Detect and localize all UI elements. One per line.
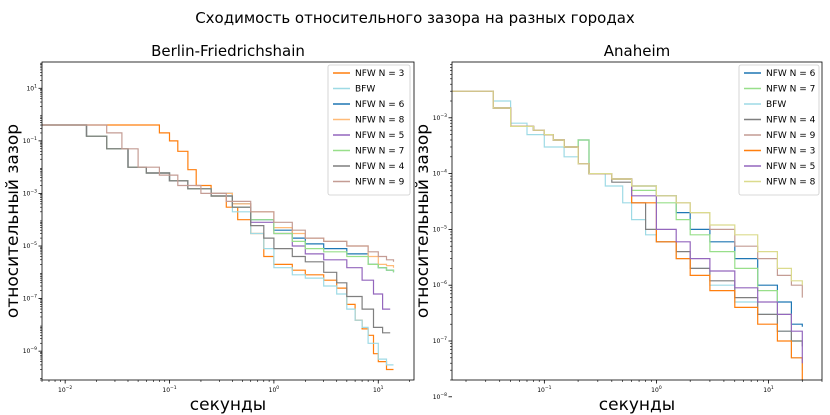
y-tick-label: 10−7 bbox=[433, 336, 447, 345]
series-group bbox=[42, 124, 395, 371]
legend-label: NFW N = 9 bbox=[766, 131, 816, 141]
legend-label: NFW N = 5 bbox=[355, 131, 404, 141]
x-tick-label: 100 bbox=[269, 385, 280, 394]
legend-box bbox=[738, 64, 820, 196]
legend-label: NFW N = 5 bbox=[766, 162, 815, 172]
legend-label: NFW N = 8 bbox=[355, 116, 405, 126]
series-line-7 bbox=[42, 124, 395, 262]
y-tick-label: 10−6 bbox=[433, 280, 447, 289]
legend-label: NFW N = 4 bbox=[355, 162, 405, 172]
plot-frame bbox=[451, 61, 823, 381]
subplot-title: Anaheim bbox=[604, 42, 670, 60]
x-axis-label: секунды bbox=[190, 395, 266, 415]
subplot-0: Berlin-Friedrichshain 10−2 10−1 100 101 101 10… bbox=[3, 42, 415, 415]
y-tick-label: 10−5 bbox=[433, 224, 447, 233]
legend-label: NFW N = 3 bbox=[766, 147, 815, 157]
series-group bbox=[452, 90, 803, 380]
legend-label: NFW N = 4 bbox=[766, 116, 816, 126]
y-tick-label: 10−3 bbox=[433, 113, 447, 122]
legend-label: BFW bbox=[766, 100, 786, 110]
x-tick-label: 101 bbox=[763, 385, 774, 394]
x-tick-label: 10−1 bbox=[162, 385, 176, 394]
y-tick-label: 10−5 bbox=[23, 241, 37, 250]
x-tick-label: 101 bbox=[373, 385, 384, 394]
legend: NFW N = 3 BFW NFW N = 6 NFW N = 8 NFW N = 5 N… bbox=[327, 64, 411, 196]
y-axis-label: относительный зазор bbox=[3, 124, 23, 318]
y-tick-label: 101 bbox=[26, 83, 37, 92]
legend-label: NFW N = 6 bbox=[766, 69, 816, 79]
series-line-6 bbox=[42, 124, 391, 334]
legend: NFW N = 6 NFW N = 7 BFW NFW N = 4 NFW N = 9 N… bbox=[738, 64, 820, 196]
x-tick-label: 10−1 bbox=[537, 385, 551, 394]
x-tick-label: 10−2 bbox=[58, 385, 72, 394]
y-axis-label: относительный зазор bbox=[413, 124, 433, 318]
x-tick-label: 100 bbox=[651, 385, 662, 394]
figure-suptitle: Сходимость относительного зазора на разн… bbox=[195, 9, 635, 27]
legend-label: NFW N = 7 bbox=[766, 85, 815, 95]
legend-box bbox=[327, 64, 411, 196]
legend-label: NFW N = 7 bbox=[355, 147, 404, 157]
y-tick-label: 10−4 bbox=[433, 169, 447, 178]
legend-label: BFW bbox=[355, 85, 375, 95]
x-axis-label: секунды bbox=[599, 395, 675, 415]
y-tick-label: 10−7 bbox=[23, 294, 37, 303]
subplot-title: Berlin-Friedrichshain bbox=[151, 42, 305, 60]
y-tick-label: 10−9 bbox=[23, 346, 37, 355]
legend-label: NFW N = 9 bbox=[355, 178, 405, 188]
legend-label: NFW N = 8 bbox=[766, 178, 816, 188]
y-tick-label: 10−1 bbox=[23, 136, 37, 145]
y-tick-label: 10−8 bbox=[433, 392, 447, 401]
legend-label: NFW N = 3 bbox=[355, 69, 404, 79]
subplot-1: Anaheim 10−1 100 101 10−3 10−4 10−5 10−6 10−7 10−… bbox=[413, 42, 823, 415]
series-line-7 bbox=[452, 90, 803, 286]
plots: Berlin-Friedrichshain 10−2 10−1 100 101 101 10… bbox=[3, 42, 823, 415]
y-tick-label: 10−3 bbox=[23, 188, 37, 197]
legend-label: NFW N = 6 bbox=[355, 100, 405, 110]
